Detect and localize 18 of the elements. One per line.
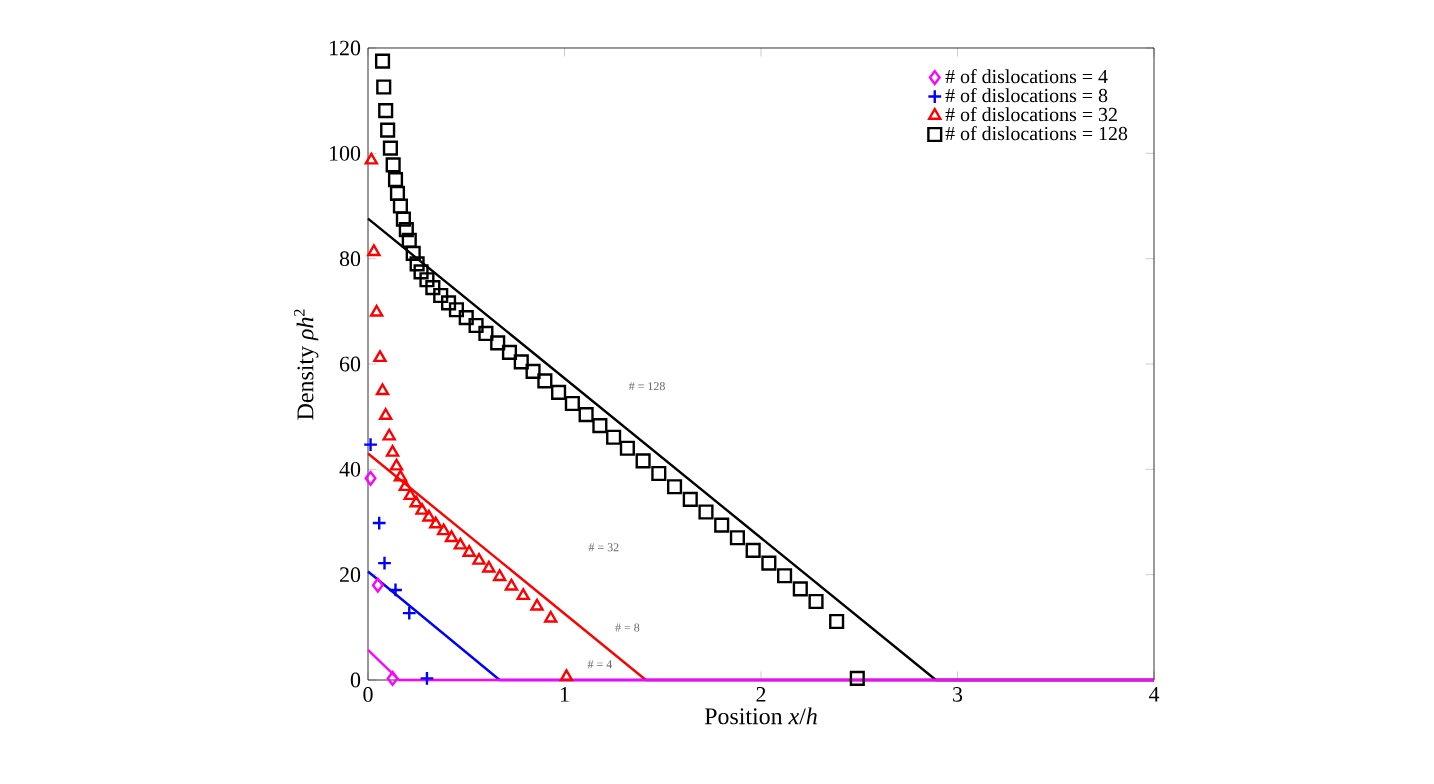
x-tick-label: 2: [756, 687, 766, 702]
y-tick-label: 20: [340, 567, 361, 583]
y-tick-label: 40: [339, 461, 361, 477]
y-tick-label: 120: [330, 40, 361, 56]
y-axis-title: Density ρh$^{2}$: [293, 309, 319, 420]
y-tick-label: 60: [339, 356, 361, 372]
y-tick-label: 100: [330, 145, 361, 161]
x-tick-label: 4: [1148, 687, 1160, 702]
x-tick-label: 0: [363, 687, 373, 702]
x-tick-label: 3: [953, 687, 963, 702]
y-tick-label: 80: [339, 251, 361, 267]
y-tick-label: 0: [350, 672, 361, 688]
legend-label: # of dislocations = 128: [945, 126, 1128, 141]
x-axis-title: Position x/h: [704, 707, 817, 725]
x-tick-label: 1: [560, 687, 569, 702]
legend-label: # of dislocations = 8: [945, 88, 1108, 103]
legend-label: # of dislocations = 32: [945, 107, 1117, 122]
legend-label: # of dislocations = 4: [945, 69, 1108, 84]
